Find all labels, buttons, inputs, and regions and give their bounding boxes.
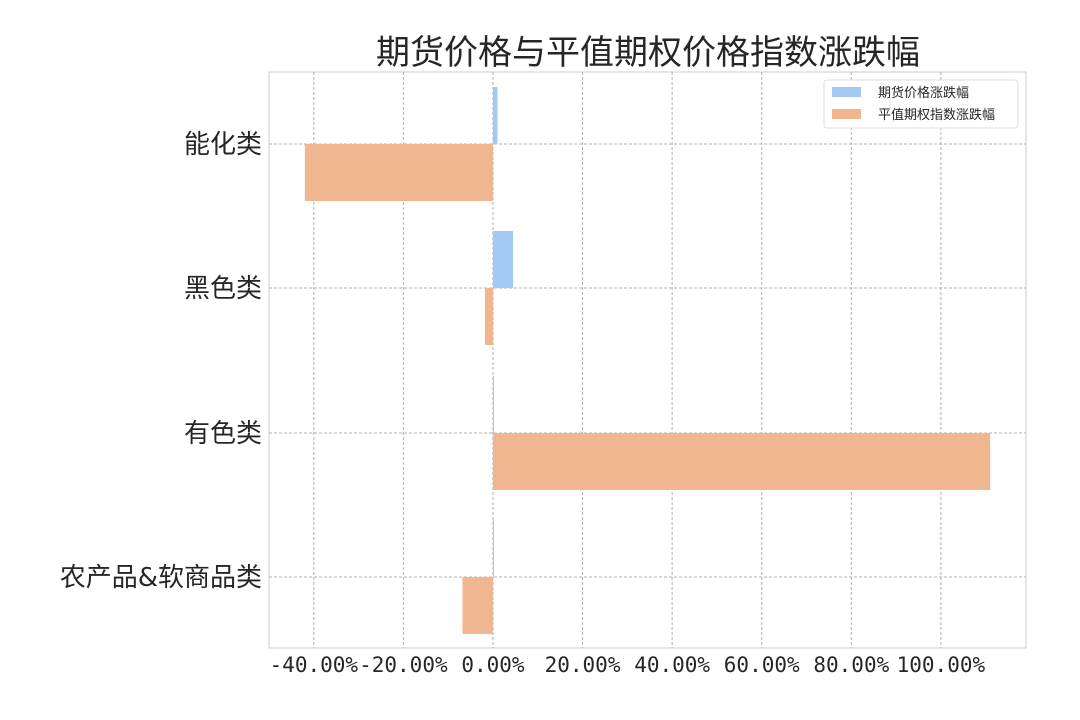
x-tick-label: 20.00%	[545, 653, 621, 677]
plot-frame	[268, 71, 1027, 649]
legend-swatch-futures	[832, 87, 861, 97]
x-tick-label: -20.00%	[359, 653, 448, 677]
x-tick-label: 0.00%	[461, 653, 525, 677]
category-label: 有色类	[184, 419, 262, 449]
category-label: 黑色类	[184, 274, 262, 304]
chart-title: 期货价格与平值期权价格指数涨跌幅	[376, 33, 920, 73]
x-tick-labels: -40.00% -20.00% 0.00% 20.00% 40.00% 60.00% 80.…	[270, 653, 986, 677]
bar-futures-1	[492, 231, 514, 288]
legend-frame	[823, 79, 1019, 129]
category-label: 能化类	[184, 130, 262, 160]
bar-futures-2	[492, 376, 494, 433]
bar-options-3	[462, 577, 493, 634]
category-label: 农产品&软商品类	[60, 563, 262, 593]
x-tick-label: 60.00%	[724, 653, 800, 677]
bars	[304, 87, 991, 634]
x-tick-label: -40.00%	[270, 653, 359, 677]
bar-futures-0	[492, 87, 498, 144]
x-tick-label: 80.00%	[813, 653, 889, 677]
legend-swatch-options	[832, 109, 861, 119]
bar-options-2	[492, 433, 991, 490]
x-tick-label: 100.00%	[897, 653, 986, 677]
legend: 期货价格涨跌幅 平值期权指数涨跌幅	[823, 79, 1019, 129]
bar-options-0	[304, 144, 493, 201]
legend-label-futures: 期货价格涨跌幅	[878, 85, 969, 101]
bar-futures-3	[492, 520, 494, 577]
legend-label-options: 平值期权指数涨跌幅	[878, 107, 995, 123]
x-tick-label: 40.00%	[634, 653, 710, 677]
bar-options-1	[484, 288, 493, 345]
